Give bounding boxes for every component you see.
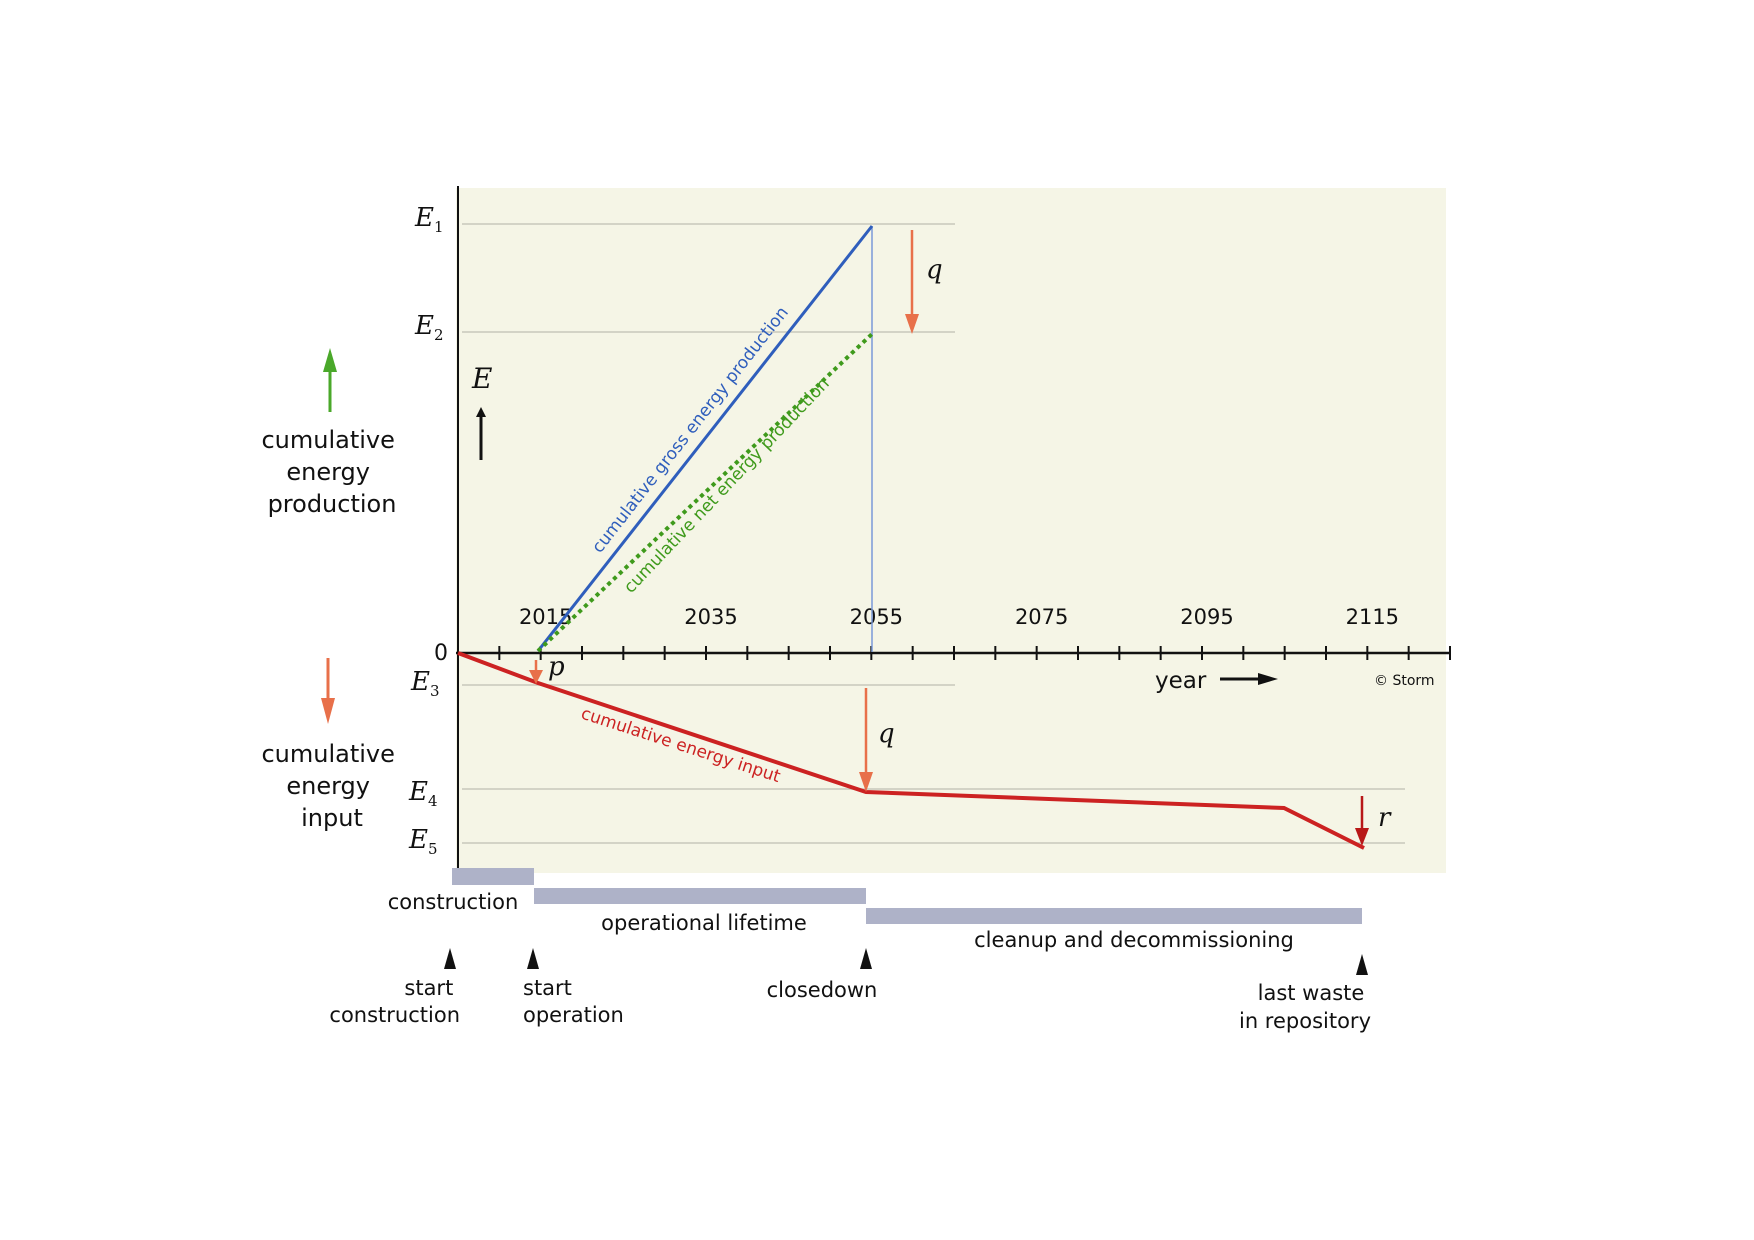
milestone-marker-start-construction (444, 948, 456, 969)
arrow-p (529, 660, 543, 684)
milestone-label-last-waste: last waste in repository (1239, 981, 1371, 1033)
milestone-marker-start-operation (527, 948, 539, 969)
y-label-e2: E2 (414, 311, 444, 344)
phase-bar-operational (534, 888, 866, 904)
phase-bar-construction (452, 868, 534, 885)
arrow-q-top (905, 230, 919, 334)
phase-bar-cleanup (866, 908, 1362, 924)
phase-label-operational: operational lifetime (601, 911, 807, 935)
y-label-zero: 0 (434, 641, 448, 666)
milestone-marker-last-waste (1356, 954, 1368, 975)
x-tick-label-2115: 2115 (1346, 605, 1399, 629)
left-label-production: cumulative energy production (261, 426, 402, 518)
arrow-q-bottom (859, 688, 873, 792)
left-label-input: cumulative energy input (261, 740, 402, 832)
x-axis-tick-labels: 2015 2035 2055 2075 2095 2115 (519, 605, 1399, 629)
y-label-e5: E5 (408, 825, 438, 858)
x-axis-title: year (1155, 668, 1207, 694)
series-gross-line (536, 225, 874, 652)
milestone-label-start-construction: start construction (329, 976, 460, 1027)
plot-background (456, 188, 1446, 873)
milestone-label-closedown: closedown (767, 978, 878, 1002)
label-p: p (548, 652, 565, 682)
arrow-production-up (323, 348, 337, 412)
arrow-input-down (321, 658, 335, 724)
copyright-label: © Storm (1374, 673, 1435, 689)
y-axis-title: E (471, 362, 492, 395)
x-tick-label-2035: 2035 (684, 605, 737, 629)
x-tick-label-2075: 2075 (1015, 605, 1068, 629)
x-tick-label-2095: 2095 (1180, 605, 1233, 629)
label-q-top: q (926, 255, 943, 285)
phase-label-construction: construction (388, 890, 519, 914)
y-label-e3: E3 (410, 667, 440, 700)
phase-label-cleanup: cleanup and decommissioning (974, 928, 1294, 952)
x-axis-right-arrow (1220, 673, 1278, 685)
label-q-bottom: q (878, 719, 895, 749)
y-label-e1: E1 (414, 203, 444, 236)
label-r: r (1378, 803, 1392, 833)
milestone-marker-closedown (860, 948, 872, 969)
y-label-e4: E4 (408, 777, 438, 810)
arrow-r (1355, 796, 1369, 846)
x-tick-label-2055: 2055 (850, 605, 903, 629)
milestone-label-start-operation: start operation (523, 976, 624, 1027)
